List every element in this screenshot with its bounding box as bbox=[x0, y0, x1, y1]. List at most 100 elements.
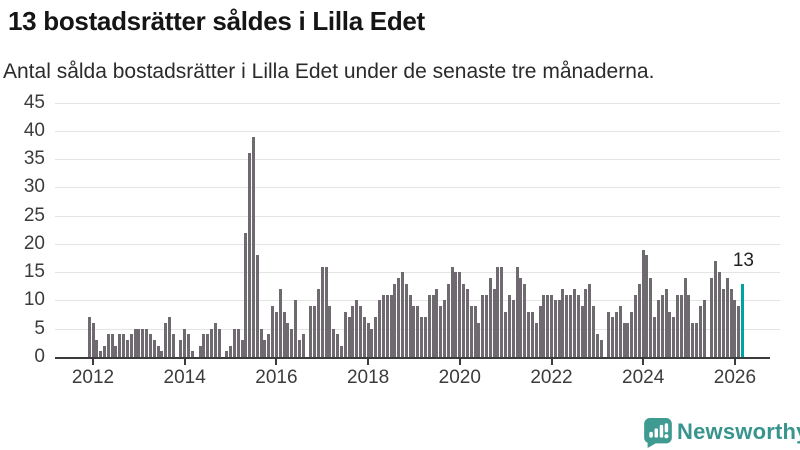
gridline bbox=[55, 130, 780, 132]
bar bbox=[274, 311, 278, 357]
bar bbox=[591, 306, 595, 357]
bar bbox=[389, 294, 393, 357]
bar bbox=[103, 345, 106, 357]
bar bbox=[523, 283, 527, 357]
bar bbox=[504, 311, 508, 357]
bar bbox=[336, 334, 339, 357]
bar bbox=[477, 323, 481, 357]
x-axis-tick-label: 2026 bbox=[713, 367, 757, 388]
bar bbox=[645, 255, 649, 357]
bar bbox=[634, 294, 637, 357]
bar bbox=[236, 328, 240, 357]
bar bbox=[202, 334, 206, 357]
bar bbox=[485, 294, 488, 357]
bar bbox=[267, 334, 271, 357]
bar bbox=[584, 289, 588, 357]
y-axis-tick-label: 15 bbox=[23, 261, 45, 283]
bar bbox=[439, 306, 443, 357]
bar bbox=[332, 328, 336, 357]
bar bbox=[416, 306, 420, 357]
bar bbox=[129, 334, 133, 357]
bar bbox=[718, 272, 721, 357]
bar bbox=[565, 294, 569, 357]
bar bbox=[469, 306, 473, 357]
gridline bbox=[55, 159, 780, 161]
bar bbox=[343, 311, 347, 357]
bar bbox=[87, 317, 91, 357]
x-axis-tick bbox=[92, 359, 94, 365]
bar bbox=[278, 289, 282, 357]
bar bbox=[362, 317, 366, 357]
x-axis-tick-label: 2018 bbox=[346, 367, 390, 388]
bar bbox=[641, 249, 645, 357]
bar bbox=[412, 306, 416, 357]
bar bbox=[462, 283, 466, 357]
bar bbox=[183, 328, 187, 357]
x-axis-tick bbox=[550, 359, 553, 365]
bar bbox=[668, 311, 672, 357]
bar bbox=[156, 345, 160, 357]
bar bbox=[114, 345, 118, 357]
bar bbox=[676, 294, 679, 357]
bar bbox=[729, 289, 733, 357]
bar bbox=[737, 306, 741, 357]
bar bbox=[496, 266, 500, 357]
bar bbox=[190, 351, 194, 357]
gridline bbox=[55, 243, 780, 245]
x-axis-tick-label: 2012 bbox=[71, 367, 115, 388]
bar bbox=[534, 323, 538, 357]
last-value-label: 13 bbox=[732, 250, 754, 271]
y-axis-tick-label: 20 bbox=[23, 232, 45, 254]
bar bbox=[408, 294, 412, 357]
bar bbox=[630, 311, 634, 357]
bar bbox=[125, 340, 129, 357]
chart-subtitle: Antal sålda bostadsrätter i Lilla Edet u… bbox=[3, 60, 655, 83]
bar bbox=[106, 334, 110, 357]
x-axis-tick bbox=[733, 359, 736, 365]
bar bbox=[614, 311, 618, 357]
bar bbox=[698, 306, 702, 357]
bar bbox=[511, 300, 515, 357]
bar bbox=[286, 323, 290, 357]
x-axis-tick-label: 2022 bbox=[530, 367, 573, 388]
bar bbox=[179, 340, 183, 357]
bar bbox=[679, 294, 683, 357]
bar bbox=[637, 283, 641, 357]
x-axis-tick-label: 2016 bbox=[255, 367, 298, 388]
bar bbox=[519, 277, 523, 357]
bar bbox=[145, 328, 148, 357]
x-axis-tick-label: 2020 bbox=[438, 367, 481, 388]
bar bbox=[660, 294, 664, 357]
bar bbox=[213, 323, 217, 357]
bar bbox=[492, 289, 496, 357]
bar bbox=[687, 294, 691, 357]
bar bbox=[553, 300, 557, 357]
gridline bbox=[55, 102, 780, 104]
bar bbox=[557, 300, 561, 357]
y-axis-tick-label: 35 bbox=[23, 148, 45, 170]
bar bbox=[454, 272, 458, 357]
x-axis-tick bbox=[458, 359, 461, 365]
x-axis-tick-label: 2014 bbox=[163, 367, 206, 388]
bar bbox=[385, 294, 389, 357]
bar bbox=[225, 351, 229, 357]
bar-chart-speech-bubble-icon bbox=[644, 418, 672, 450]
bar bbox=[611, 317, 614, 357]
bar bbox=[664, 289, 668, 357]
bar bbox=[133, 328, 137, 357]
bar bbox=[618, 306, 622, 357]
bar bbox=[229, 345, 232, 357]
x-axis-tick bbox=[367, 359, 370, 365]
bar bbox=[561, 289, 565, 357]
bar bbox=[255, 255, 259, 357]
gridline bbox=[55, 300, 780, 302]
bar bbox=[653, 317, 657, 357]
bar bbox=[404, 283, 408, 357]
bar bbox=[725, 277, 729, 357]
bar bbox=[595, 334, 599, 357]
bar bbox=[171, 334, 175, 357]
bar bbox=[294, 300, 297, 357]
bar bbox=[507, 294, 511, 357]
bar bbox=[588, 283, 592, 357]
bar bbox=[691, 323, 695, 357]
